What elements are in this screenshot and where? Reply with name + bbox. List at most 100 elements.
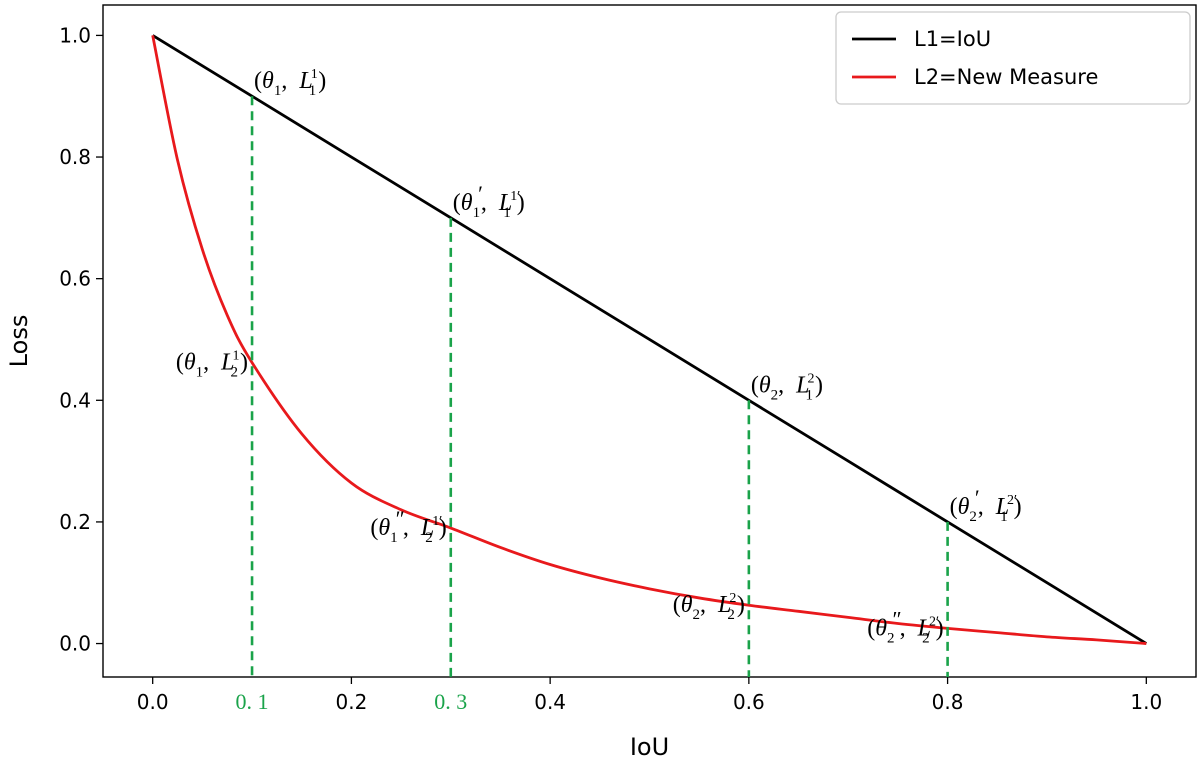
theta-symbol: θ — [681, 592, 693, 618]
point-annotation: (θ1, L1 2) — [176, 349, 248, 381]
loss-superscript: 1 — [311, 67, 318, 82]
plot-area — [102, 4, 1197, 678]
theta-symbol: θ — [958, 494, 970, 520]
x-extra-tick-label: 0. 3 — [434, 689, 467, 714]
x-axis-label: IoU — [630, 733, 669, 761]
loss-superscript: 2 — [808, 371, 815, 386]
loss-superscript: 1′ — [432, 514, 442, 529]
annotation-text: (θ1″, L1′ 2) — [370, 506, 446, 546]
loss-superscript: 1′ — [510, 189, 520, 204]
annotation-text: (θ1′, L1′ 1) — [453, 181, 525, 221]
comma: , — [403, 515, 409, 541]
loss-symbol: L — [298, 68, 312, 94]
loss-superscript: 2′ — [1007, 493, 1017, 508]
x-tick-label: 0.8 — [932, 690, 964, 714]
theta-subscript: 2 — [969, 509, 977, 525]
theta-symbol: θ — [875, 615, 887, 641]
point-annotation: (θ1, L1 1) — [254, 67, 326, 99]
y-tick-label: 0.6 — [59, 267, 91, 291]
space — [209, 350, 221, 376]
theta-subscript: 2 — [887, 630, 895, 646]
green-vline-layer — [250, 96, 949, 677]
paren-close: ) — [318, 68, 326, 94]
paren-open: ( — [176, 350, 184, 376]
space — [906, 615, 918, 641]
loss-symbol: L — [795, 372, 809, 398]
space — [984, 494, 996, 520]
theta-symbol: θ — [262, 68, 274, 94]
comma: , — [978, 494, 984, 520]
x-tick-label: 0.2 — [336, 690, 368, 714]
space — [487, 190, 499, 216]
annotation-text: (θ1, L1 1) — [254, 67, 326, 99]
paren-open: ( — [950, 494, 958, 520]
y-tick-label: 0.4 — [59, 388, 91, 412]
comma: , — [900, 615, 906, 641]
comma: , — [203, 350, 209, 376]
series-line-2 — [151, 35, 1147, 645]
x-tick-label: 1.0 — [1130, 690, 1162, 714]
theta-prime: ′ — [975, 485, 980, 510]
paren-open: ( — [673, 592, 681, 618]
theta-symbol: θ — [184, 350, 196, 376]
axis-layer: 0.0 0.2 0.4 0.6 0.8 1.0 0. 1 0. 3 0.0 0.2 0.4 0.6 0.… — [59, 23, 1162, 714]
loss-symbol: L — [717, 592, 731, 618]
x-extra-tick-label: 0. 1 — [236, 689, 269, 714]
theta-prime: ′ — [478, 181, 483, 206]
paren-open: ( — [453, 190, 461, 216]
x-tick-label: 0.4 — [534, 690, 566, 714]
loss-subscript: 2 — [727, 607, 735, 623]
point-annotation: (θ1″, L1′ 2) — [370, 506, 446, 546]
legend-label: L2=New Measure — [914, 65, 1098, 89]
loss-symbol: L — [420, 515, 434, 541]
space — [409, 515, 421, 541]
paren-open: ( — [254, 68, 262, 94]
paren-close: ) — [737, 592, 745, 618]
paren-close: ) — [240, 350, 248, 376]
loss-symbol: L — [995, 494, 1009, 520]
point-annotation: (θ2, L2 1) — [751, 371, 823, 403]
comma: , — [778, 372, 784, 398]
y-axis-label: Loss — [5, 315, 33, 368]
theta-subscript: 1 — [390, 530, 398, 546]
legend: L1=IoU L2=New Measure — [835, 11, 1191, 105]
annotation-text: (θ2′, L2′ 1) — [950, 485, 1022, 525]
theta-subscript: 2 — [771, 387, 779, 403]
plot-frame — [102, 4, 1197, 678]
loss-superscript: 2 — [729, 591, 736, 606]
paren-close: ) — [1014, 494, 1022, 520]
theta-symbol: θ — [461, 190, 473, 216]
loss-superscript: 2′ — [929, 614, 939, 629]
point-annotation: (θ2″, L2′ 2) — [867, 606, 943, 646]
series-layer — [151, 34, 1148, 645]
paren-close: ) — [517, 190, 525, 216]
loss-subscript: 1 — [806, 387, 814, 403]
y-tick-label: 1.0 — [59, 23, 91, 47]
x-tick-label: 0.0 — [137, 690, 169, 714]
series-line-1 — [151, 34, 1148, 645]
annotation-layer: (θ1, L1 1)(θ1′, L1′ 1)(θ1, L1 2)(θ2, L2 1)(θ… — [176, 67, 1022, 646]
loss-subscript: 1 — [503, 205, 511, 221]
loss-symbol: L — [917, 615, 931, 641]
point-annotation: (θ2, L2 2) — [673, 591, 745, 623]
loss-superscript: 1 — [233, 349, 240, 364]
point-annotation: (θ2′, L2′ 1) — [950, 485, 1022, 525]
paren-open: ( — [751, 372, 759, 398]
loss-subscript: 2 — [425, 530, 433, 546]
loss-subscript: 2 — [922, 630, 930, 646]
comma: , — [700, 592, 706, 618]
y-tick-label: 0.2 — [59, 510, 91, 534]
loss-symbol: L — [498, 190, 512, 216]
comma: , — [481, 190, 487, 216]
theta-subscript: 1 — [473, 205, 481, 221]
legend-label: L1=IoU — [914, 27, 991, 51]
loss-symbol: L — [220, 350, 234, 376]
theta-symbol: θ — [378, 515, 390, 541]
annotation-text: (θ1, L1 2) — [176, 349, 248, 381]
theta-prime: ″ — [396, 506, 405, 531]
x-tick-label: 0.6 — [733, 690, 765, 714]
annotation-text: (θ2, L2 1) — [751, 371, 823, 403]
annotation-text: (θ2, L2 2) — [673, 591, 745, 623]
paren-close: ) — [936, 615, 944, 641]
point-annotation: (θ1′, L1′ 1) — [453, 181, 525, 221]
